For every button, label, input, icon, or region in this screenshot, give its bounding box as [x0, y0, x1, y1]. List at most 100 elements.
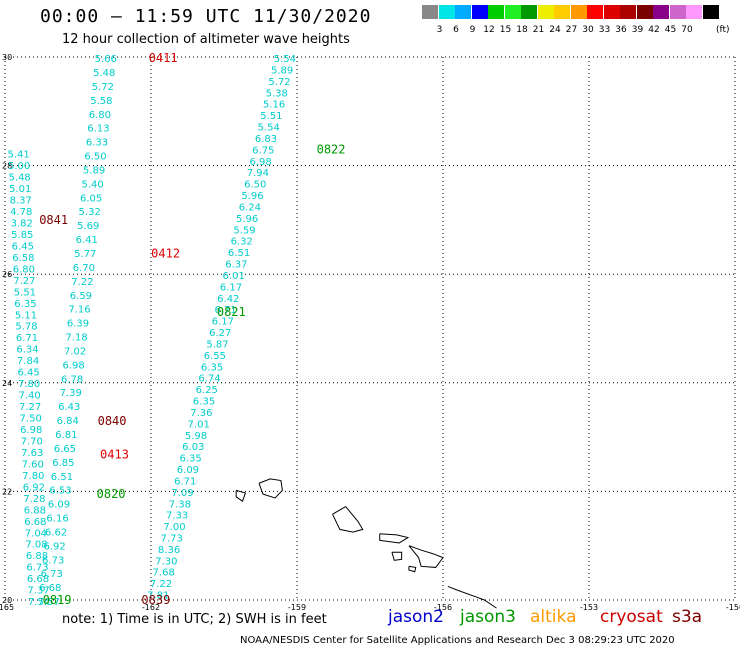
- wave-height-value: 6.24: [239, 202, 261, 213]
- wave-height-value: 6.92: [23, 482, 45, 493]
- wave-height-value: 6.45: [17, 368, 39, 379]
- wave-height-value: 6.32: [231, 237, 253, 248]
- wave-height-value: 7.28: [23, 494, 45, 505]
- satellite-altika: altika: [530, 607, 577, 627]
- wave-height-value: 6.70: [73, 263, 95, 274]
- scale-label: 3: [436, 25, 443, 35]
- wave-height-value: 7.27: [13, 276, 35, 287]
- wave-height-value: 5.54: [258, 123, 280, 134]
- pass-time-label: 0412: [151, 247, 180, 261]
- scale-swatch: [471, 5, 488, 19]
- wave-height-value: 6.17: [220, 282, 242, 293]
- wave-height-value: 6.51: [228, 248, 250, 259]
- wave-height-value: 6.50: [84, 152, 106, 163]
- wave-height-value: 6.84: [57, 416, 79, 427]
- wave-height-value: 7.57: [38, 597, 60, 608]
- scale-label: 39: [631, 25, 644, 35]
- wave-height-value: 6.09: [48, 500, 70, 511]
- wave-height-value: 7.18: [65, 333, 87, 344]
- wave-height-value: 8.36: [158, 545, 180, 556]
- wave-height-value: 5.98: [185, 431, 207, 442]
- wave-height-value: 6.88: [24, 505, 46, 516]
- wave-height-value: 6.45: [12, 241, 34, 252]
- pass-time-label: 0821: [217, 305, 246, 319]
- wave-height-value: 6.81: [55, 430, 77, 441]
- wave-height-value: 6.68: [39, 583, 61, 594]
- wave-height-value: 7.22: [150, 579, 172, 590]
- scale-swatch: [587, 5, 603, 19]
- wave-height-value: 6.73: [41, 569, 63, 580]
- map-subtitle: 12 hour collection of altimeter wave hei…: [62, 32, 350, 47]
- lon-tick-label: -156: [434, 603, 452, 612]
- wave-height-value: 6.73: [26, 563, 48, 574]
- wave-height-value: 6.13: [87, 124, 109, 135]
- lat-tick-label: 30: [2, 53, 12, 62]
- wave-height-value: 7.40: [19, 391, 41, 402]
- island-kahoolawe: [408, 565, 417, 573]
- wave-height-value: 5.78: [15, 322, 37, 333]
- lat-tick-label: 24: [2, 379, 12, 388]
- scale-label: 70: [681, 25, 693, 35]
- wave-height-value: 6.55: [204, 351, 226, 362]
- footer-credit: NOAA/NESDIS Center for Satellite Applica…: [240, 635, 675, 646]
- wave-height-value: 5.51: [14, 287, 36, 298]
- lat-tick-label: 26: [2, 270, 12, 279]
- pass-time-label: 0820: [97, 487, 126, 501]
- scale-swatch: [521, 5, 537, 19]
- scale-swatch: [653, 5, 669, 19]
- wave-height-value: 5.16: [263, 100, 285, 111]
- wave-height-value: 6.73: [42, 555, 64, 566]
- wave-height-value: 7.09: [171, 488, 193, 499]
- wave-height-value: 6.39: [67, 319, 89, 330]
- wave-height-value: 7.63: [21, 448, 43, 459]
- pass-time-label: 0839: [141, 593, 170, 607]
- scale-swatch: [455, 5, 471, 19]
- lat-tick-label: 22: [2, 487, 12, 496]
- wave-height-value: 6.98: [249, 157, 271, 168]
- wave-height-value: 3.82: [11, 218, 33, 229]
- wave-height-value: 6.50: [244, 180, 266, 191]
- wave-height-value: 7.60: [22, 459, 44, 470]
- island-niihau: [235, 489, 247, 502]
- wave-height-value: 6.01: [223, 271, 245, 282]
- wave-height-value: 6.78: [61, 374, 83, 385]
- lon-tick-label: -150: [726, 603, 740, 612]
- wave-height-value: 5.32: [79, 207, 101, 218]
- wave-height-value: 5.89: [83, 165, 105, 176]
- wave-height-value: 6.68: [24, 517, 46, 528]
- lat-tick-label: 20: [2, 596, 12, 605]
- pass-time-label: 0840: [98, 414, 127, 428]
- wave-height-value: 6.75: [252, 145, 274, 156]
- wave-height-value: 5.00: [8, 161, 30, 172]
- scale-label: 33: [598, 25, 611, 35]
- wave-height-value: 6.83: [255, 134, 277, 145]
- pass-time-label: 0841: [39, 213, 68, 227]
- wave-height-value: 5.38: [266, 88, 288, 99]
- scale-swatch: [422, 5, 438, 19]
- wave-height-value: 6.71: [16, 333, 38, 344]
- wave-height-value: 6.62: [45, 527, 67, 538]
- wave-height-value: 7.54: [28, 597, 50, 608]
- pass-time-label: 0819: [43, 593, 72, 607]
- scale-label: 30: [582, 25, 594, 35]
- wave-height-value: 6.17: [212, 317, 234, 328]
- wave-height-value: 6.71: [174, 476, 196, 487]
- wave-height-value: 7.80: [22, 471, 44, 482]
- wave-height-value: 6.03: [182, 442, 204, 453]
- wave-height-value: 7.16: [68, 305, 90, 316]
- scale-swatch: [669, 5, 686, 19]
- wave-height-value: 7.27: [19, 402, 41, 413]
- wave-height-value: 6.88: [26, 551, 48, 562]
- wave-height-value: 5.51: [260, 111, 282, 122]
- wave-height-value: 6.37: [225, 260, 247, 271]
- scale-label: 36: [615, 25, 627, 35]
- wave-height-value: 6.68: [27, 574, 49, 585]
- island-oahu: [332, 505, 364, 533]
- wave-height-value: 6.53: [49, 486, 71, 497]
- satellite-s3a: s3a: [672, 607, 703, 627]
- wave-height-value: 6.92: [44, 541, 66, 552]
- wave-height-value: 5.40: [81, 179, 103, 190]
- scale-swatch: [438, 5, 455, 19]
- pass-time-label: 0822: [317, 142, 346, 156]
- wave-height-value: 7.94: [247, 168, 269, 179]
